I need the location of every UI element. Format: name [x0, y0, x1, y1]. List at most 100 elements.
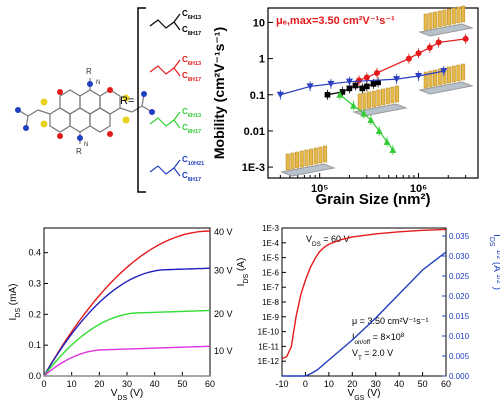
y-tick-label: 0.2: [28, 309, 41, 319]
alkyl-lower-label-3: C8H17: [182, 171, 201, 183]
film-crystal: [447, 8, 452, 26]
data-point: [415, 72, 423, 80]
data-point: [346, 85, 353, 92]
film-crystal: [428, 12, 433, 30]
atoms: [15, 81, 155, 141]
y-left-tick-label: 1E-5: [262, 254, 279, 263]
alkyl-chain-1: [149, 65, 175, 75]
data-point: [359, 85, 366, 92]
film-crystal: [385, 87, 390, 105]
r-equals-label: R=: [120, 95, 134, 107]
film-crystal: [381, 88, 386, 106]
transfer-characteristics-chart: -10 0 10 20 30 40 50 60 1E-3 1E-4 1E-5 1E-6 1E-7 1E-8…: [236, 224, 500, 402]
film-crystal: [290, 152, 295, 170]
alkyl-branch-down-1: [173, 67, 181, 77]
alkyl-chain-0: [149, 19, 175, 29]
film-substrate: [418, 81, 474, 95]
y-left-tick-label: 1E-8: [262, 298, 279, 307]
r-label-top: R: [86, 67, 92, 76]
data-point: [345, 78, 353, 86]
film-crystal: [442, 67, 447, 85]
y-left-tick-label: 1E-3: [262, 224, 279, 233]
y-axis-label: IDS (mA): [8, 284, 22, 321]
max-mobility-annotation: μₑ,max=3.50 cm²V⁻¹s⁻¹: [276, 15, 395, 27]
y-left-tick-label: 1E-11: [258, 342, 279, 351]
alkyl-upper-label-3: C10H21: [182, 155, 204, 167]
film-crystal: [367, 91, 372, 109]
y-left-axis-label: IDS (A): [236, 258, 250, 287]
y-axis-label: Mobility (cm²V⁻¹s⁻¹): [211, 27, 227, 159]
y-tick-label: 1: [259, 54, 265, 66]
x-axis-label: VDS (V): [111, 388, 144, 402]
y-tick-label: 0.3: [28, 279, 41, 289]
alkyl-branch-up-1: [173, 59, 181, 69]
y-right-tick-label: 0.030: [449, 252, 470, 261]
alkyl-lower-label-0: C8H17: [182, 25, 201, 37]
alkyl-branch-down-2: [173, 119, 181, 129]
data-point: [440, 68, 448, 75]
x-tick-label: 0: [41, 379, 46, 389]
transfer-curve-0: [281, 228, 447, 360]
data-point: [276, 91, 284, 99]
gate-voltage-label: 30 V: [214, 266, 233, 276]
y-right-tick-label: 0.020: [449, 292, 470, 301]
x-tick-label: 0: [303, 379, 308, 389]
film-crystal: [362, 92, 367, 110]
film-substrate: [418, 23, 474, 37]
gate-voltage-label: 40 V: [214, 227, 233, 237]
data-point: [373, 69, 380, 76]
threshold-annotation: VT = 2.0 V: [352, 348, 393, 362]
film-crystal: [437, 10, 442, 28]
film-substrate: [352, 103, 408, 117]
data-point: [415, 50, 422, 57]
x-tick-label: 30: [122, 379, 132, 389]
y-right-tick-label: 0.010: [449, 332, 470, 341]
data-point: [393, 76, 401, 83]
film-crystal: [323, 145, 328, 163]
data-point: [405, 55, 412, 62]
alkyl-chain-2: [149, 117, 175, 127]
y-tick-label: 0.1: [250, 90, 265, 102]
output-curve-0: [43, 230, 211, 377]
output-characteristics-chart: 0 10 20 30 40 50 60 0.0 0.1 0.2 0.3 0.4 VDS (V) IDS (…: [8, 227, 233, 401]
film-crystal: [295, 151, 300, 169]
film-crystal: [309, 148, 314, 166]
film-crystal: [357, 93, 362, 111]
y-left-tick-label: 1E-9: [262, 313, 279, 322]
y-left-tick-label: 1E-7: [262, 283, 279, 292]
film-crystal: [395, 85, 400, 103]
film-crystal: [428, 70, 433, 88]
data-point: [327, 80, 335, 88]
x-tick-label: 50: [177, 379, 187, 389]
film-crystal: [423, 71, 428, 89]
data-point: [336, 91, 344, 98]
n-label-bottom: N: [84, 142, 88, 148]
alkyl-branch-down-0: [173, 21, 181, 31]
x-tick-label: 40: [394, 379, 404, 389]
alkyl-branch-up-0: [173, 13, 181, 23]
film-crystal: [442, 9, 447, 27]
film-crystal: [376, 89, 381, 107]
y-tick-label: 0.0: [28, 371, 41, 381]
y-tick-label: 0.4: [28, 248, 41, 258]
data-point: [367, 116, 375, 124]
data-point: [363, 74, 370, 81]
data-point: [364, 83, 370, 90]
film-crystal: [433, 11, 438, 29]
plot-frame: [43, 227, 211, 377]
x-tick-label: 60: [205, 379, 215, 389]
r-bracket: [137, 7, 146, 193]
film-crystal: [433, 69, 438, 87]
data-point: [356, 77, 363, 84]
on-off-ratio-annotation: Ion/off = 8×108: [352, 332, 405, 346]
output-curve-3: [43, 345, 211, 377]
x-tick-label: 30: [371, 379, 381, 389]
output-curve-2: [43, 309, 211, 377]
y-left-tick-label: 1E-4: [262, 239, 279, 248]
data-point: [339, 89, 346, 95]
film-crystal: [285, 153, 290, 171]
film-crystal: [371, 90, 376, 108]
x-axis-label: VGS (V): [348, 388, 381, 402]
gate-voltage-label: 10 V: [214, 346, 233, 356]
